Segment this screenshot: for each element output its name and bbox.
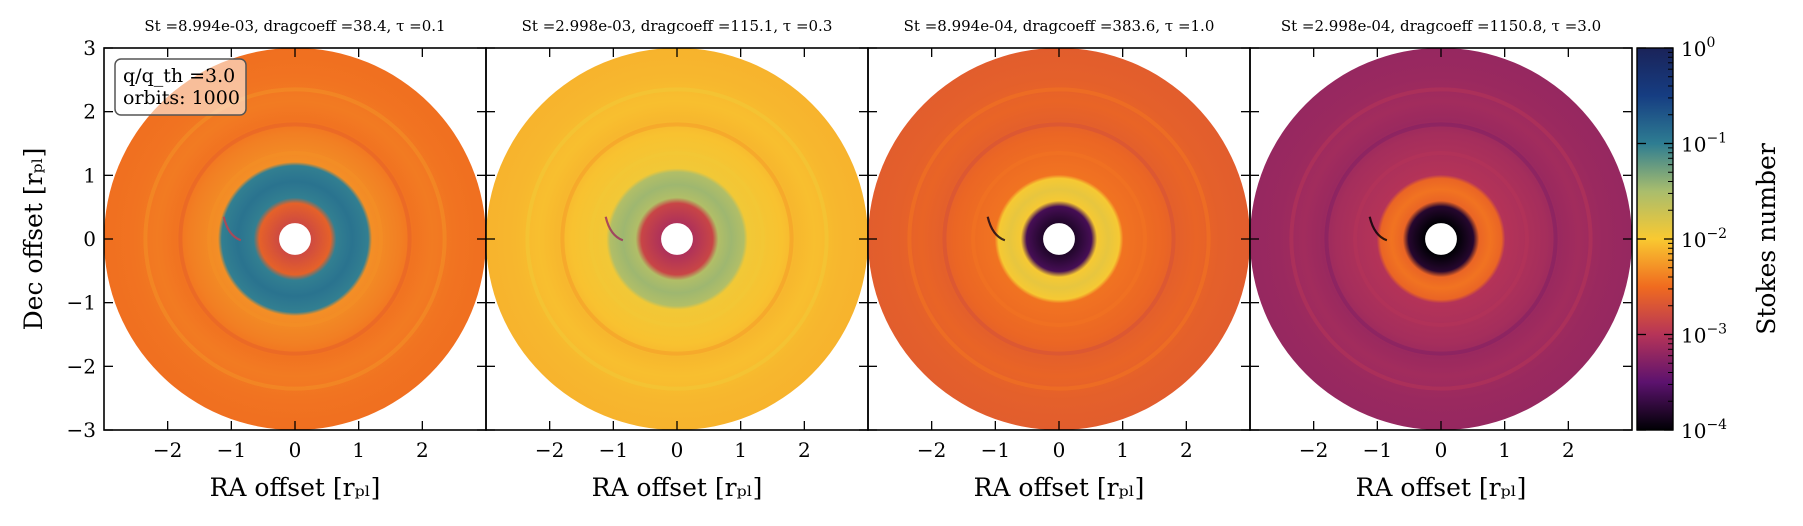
panel-title: St =2.998e-04, dragcoeff =1150.8, τ =3.0 — [1281, 17, 1601, 35]
x-tick-label: −2 — [535, 438, 564, 462]
disk-1 — [104, 48, 486, 430]
colorbar-label: Stokes number — [1752, 143, 1781, 335]
colorbar-tick-label: 10−2 — [1681, 226, 1727, 252]
x-tick-label: 2 — [416, 438, 429, 462]
x-axis-label: RA offset [rₚₗ] — [210, 473, 381, 502]
x-tick-label: 1 — [734, 438, 747, 462]
panel-3: St =8.994e-04, dragcoeff =383.6, τ =1.0 −… — [867, 17, 1251, 502]
disk-substructure-ring — [589, 151, 765, 327]
x-tick-label: −1 — [1363, 438, 1392, 462]
x-tick-label: 2 — [1180, 438, 1193, 462]
disk-4 — [1250, 48, 1632, 430]
planet-wake — [986, 216, 1006, 242]
planet-wake — [604, 216, 624, 242]
panel-title: St =8.994e-03, dragcoeff =38.4, τ =0.1 — [144, 17, 445, 35]
colorbar-tick-label: 100 — [1681, 35, 1715, 61]
inner-hole — [661, 223, 693, 255]
y-tick-label: 1 — [83, 163, 96, 187]
colorbar-tick-label: 10−1 — [1681, 131, 1727, 157]
colorbar: 100 10−1 10−2 10−3 10−4 Stokes number — [1636, 35, 1781, 443]
x-tick-label: −2 — [153, 438, 182, 462]
inner-hole — [279, 223, 311, 255]
y-tick-label: −2 — [67, 354, 96, 378]
x-tick-label: 1 — [1498, 438, 1511, 462]
y-tick-label: 3 — [83, 36, 96, 60]
y-tick-label: 2 — [83, 100, 96, 124]
disk-substructure-ring — [1353, 151, 1529, 327]
x-axis-label: RA offset [rₚₗ] — [592, 473, 763, 502]
disk-substructure-ring — [971, 151, 1147, 327]
y-axis-label: Dec offset [rₚₗ] — [19, 148, 48, 331]
disk-substructure-ring — [1324, 122, 1558, 356]
panel-title: St =8.994e-04, dragcoeff =383.6, τ =1.0 — [904, 17, 1215, 35]
x-tick-label: −1 — [217, 438, 246, 462]
disk-3 — [868, 48, 1250, 430]
y-tick-label: −1 — [67, 291, 96, 315]
x-tick-label: 0 — [671, 438, 684, 462]
x-tick-label: −1 — [981, 438, 1010, 462]
x-tick-label: 2 — [798, 438, 811, 462]
x-tick-label: 0 — [1053, 438, 1066, 462]
planet-wake — [1368, 216, 1388, 242]
panel-2: St =2.998e-03, dragcoeff =115.1, τ =0.3 −… — [485, 17, 869, 502]
x-tick-label: −2 — [1299, 438, 1328, 462]
annotation-line: q/q_th =3.0 — [123, 65, 235, 87]
x-axis-label: RA offset [rₚₗ] — [1356, 473, 1527, 502]
inner-hole — [1425, 223, 1457, 255]
panel-4: St =2.998e-04, dragcoeff =1150.8, τ =3.0… — [1249, 17, 1633, 502]
disk-substructure-ring — [178, 122, 412, 356]
panel-title: St =2.998e-03, dragcoeff =115.1, τ =0.3 — [522, 17, 833, 35]
x-tick-label: 0 — [1435, 438, 1448, 462]
disk-substructure-ring — [143, 87, 447, 391]
y-tick-label: 0 — [83, 227, 96, 251]
x-tick-label: −1 — [599, 438, 628, 462]
colorbar-tick-label: 10−3 — [1681, 322, 1727, 348]
disk-substructure-ring — [907, 87, 1211, 391]
disk-substructure-ring — [525, 87, 829, 391]
planet-wake — [222, 216, 242, 242]
x-tick-label: 1 — [352, 438, 365, 462]
x-tick-label: 0 — [289, 438, 302, 462]
disk-substructure-ring — [1289, 87, 1593, 391]
disk-substructure-ring — [942, 122, 1176, 356]
y-tick-label: −3 — [67, 418, 96, 442]
x-tick-label: −2 — [917, 438, 946, 462]
inner-hole — [1043, 223, 1075, 255]
x-axis-label: RA offset [rₚₗ] — [974, 473, 1145, 502]
panel-1: St =8.994e-03, dragcoeff =38.4, τ =0.1 −2… — [19, 17, 487, 502]
colorbar-tick-label: 10−4 — [1681, 417, 1727, 443]
x-tick-label: 2 — [1562, 438, 1575, 462]
disk-2 — [486, 48, 868, 430]
disk-substructure-ring — [207, 151, 383, 327]
disk-substructure-ring — [560, 122, 794, 356]
panels-layer: St =8.994e-03, dragcoeff =38.4, τ =0.1 −2… — [19, 17, 1633, 502]
x-tick-label: 1 — [1116, 438, 1129, 462]
annotation-line: orbits: 1000 — [123, 87, 240, 109]
